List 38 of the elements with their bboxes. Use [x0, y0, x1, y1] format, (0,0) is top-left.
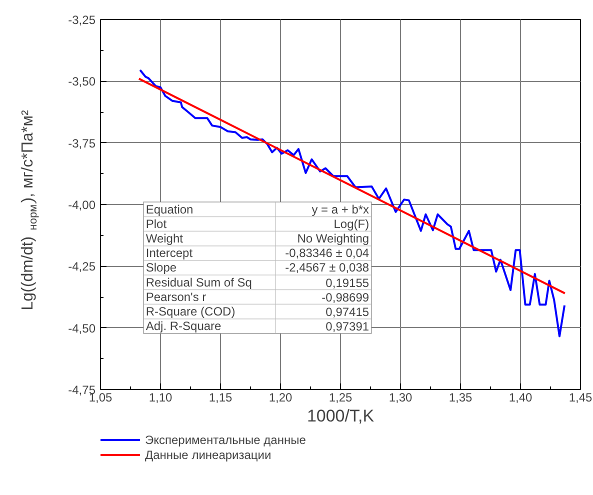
y-tick-label: -4,25	[68, 260, 96, 274]
annotation: Equation	[146, 202, 194, 216]
y-tick-label: -3,75	[68, 136, 96, 150]
annotation: 0,97415	[326, 305, 370, 320]
annotation: Residual Sum of Sq	[146, 275, 252, 290]
x-tick-label: 1,35	[448, 390, 473, 404]
y-tick-label: -4,75	[68, 383, 96, 397]
annotation: R-Square (COD)	[146, 304, 236, 319]
annotation: Slope	[146, 260, 177, 275]
y-axis-title: Lg((dm/dt)норм.), мг/с*Па*м²	[20, 109, 40, 310]
x-tick-label: 1,20	[268, 390, 293, 404]
annotation: y = a + b*x	[312, 202, 370, 216]
line-series	[139, 69, 566, 338]
legend-label: Данные линеаризации	[145, 447, 272, 462]
annotation: No Weighting	[297, 232, 370, 246]
annotation: 0,19155	[326, 276, 370, 290]
x-tick-label: 1,15	[208, 390, 233, 404]
annotation: Adj. R-Square	[146, 319, 222, 334]
x-tick-label: 1,40	[508, 390, 533, 404]
x-tick-label: 1,10	[148, 390, 173, 404]
annotation: Intercept	[146, 246, 194, 260]
annotation: -0,98699	[322, 290, 370, 304]
x-axis-title: 1000/T,K	[306, 406, 375, 426]
y-tick-label: -4,50	[68, 321, 96, 336]
x-tick-label: 1,30	[388, 390, 413, 404]
annotation: Weight	[146, 232, 184, 246]
annotation: Pearson's r	[146, 290, 206, 304]
annotation: -0,83346 ± 0,04	[285, 246, 370, 260]
annotation: Plot	[146, 216, 168, 231]
legend-label: Экспериментальные данные	[145, 432, 306, 447]
annotation: 0,97391	[326, 320, 370, 334]
annotation: -2,4567 ± 0,038	[285, 260, 370, 275]
y-tick-label: -3,50	[68, 74, 96, 89]
annotation: Log(F)	[334, 216, 370, 231]
x-tick-label: 1,45	[568, 390, 593, 404]
x-tick-label: 1,25	[328, 390, 353, 404]
y-tick-label: -3,25	[68, 13, 96, 27]
y-tick-label: -4,00	[68, 198, 96, 212]
